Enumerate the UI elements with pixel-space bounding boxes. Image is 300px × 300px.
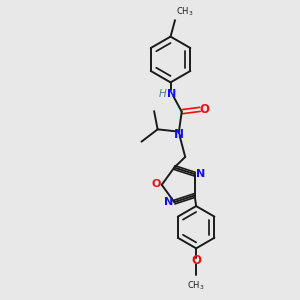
Text: N: N [167,88,177,98]
Text: O: O [151,179,160,189]
Text: CH$_3$: CH$_3$ [188,279,205,292]
Text: O: O [191,254,201,267]
Text: N: N [174,128,184,141]
Text: H: H [158,88,166,98]
Text: N: N [196,169,205,178]
Text: CH$_3$: CH$_3$ [176,6,194,18]
Text: N: N [164,196,173,206]
Text: O: O [199,103,209,116]
